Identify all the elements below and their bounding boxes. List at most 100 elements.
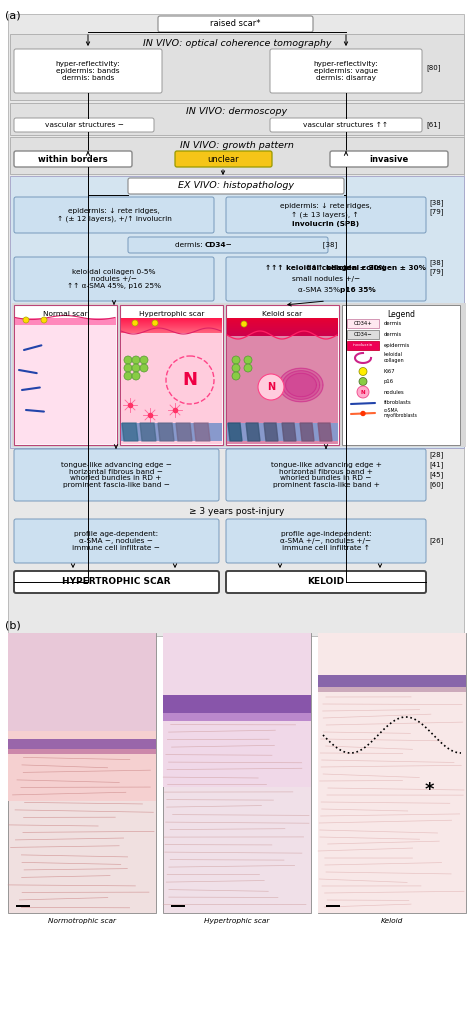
Bar [121,318,222,319]
Text: [61]: [61] [426,121,440,128]
Polygon shape [194,423,210,441]
Text: CD34−: CD34− [205,242,233,248]
Bar [227,324,338,325]
Bar [8,633,156,801]
Circle shape [41,317,47,323]
Text: N: N [361,390,365,395]
Bar [227,334,338,335]
Bar [227,320,338,321]
Text: fibroblasts: fibroblasts [384,401,412,405]
Circle shape [359,378,367,386]
Text: keloidal collagen ± 30%: keloidal collagen ± 30% [326,265,426,271]
FancyBboxPatch shape [330,152,448,167]
Circle shape [140,356,148,364]
FancyBboxPatch shape [14,257,214,301]
Bar [121,323,222,324]
Text: within borders: within borders [38,155,108,164]
Text: Keloid scar: Keloid scar [263,311,302,317]
FancyBboxPatch shape [226,519,426,563]
Circle shape [132,320,138,326]
Bar [227,322,338,323]
Text: Normal scar: Normal scar [43,311,88,317]
Polygon shape [176,423,192,441]
Bar [121,331,222,332]
Text: dermis: dermis [384,321,402,326]
Bar [8,739,156,749]
Text: α-SMA 35%, ↑: α-SMA 35%, ↑ [298,287,354,293]
Circle shape [232,364,240,372]
Text: Ki67: Ki67 [384,369,396,374]
Bar [8,633,156,913]
Text: N: N [267,382,275,392]
Circle shape [124,364,132,372]
Text: p16: p16 [384,379,394,384]
Bar [227,335,338,336]
Text: ↑ (± 13 layers), ↑: ↑ (± 13 layers), ↑ [291,212,361,218]
Text: nodules: nodules [384,390,405,395]
Bar [121,328,222,329]
Bar [163,695,311,713]
Bar [121,326,222,327]
Bar [227,327,338,328]
Text: involucrin (SPB): involucrin (SPB) [292,221,360,227]
FancyBboxPatch shape [226,449,426,501]
Bar [121,320,222,321]
Text: epidermis: ↓ rete ridges,: epidermis: ↓ rete ridges, [280,203,372,209]
Bar [227,328,338,329]
Bar [16,905,30,907]
Text: vascular structures ↑↑: vascular structures ↑↑ [303,122,389,128]
Circle shape [140,364,148,372]
Text: invasive: invasive [369,155,409,164]
Bar [121,333,222,444]
Text: vascular structures −: vascular structures − [45,122,123,128]
Circle shape [232,372,240,380]
Polygon shape [279,369,323,402]
Bar [227,330,338,331]
Text: profile age-independent:
α-SMA +/−, nodules +/−
immune cell infiltrate ↑: profile age-independent: α-SMA +/−, nodu… [281,531,372,551]
Bar [227,321,338,322]
Text: small nodules +/−: small nodules +/− [292,276,360,282]
FancyBboxPatch shape [226,197,426,233]
Bar [347,319,379,328]
Text: Hypertrophic scar: Hypertrophic scar [204,918,270,924]
Text: IN VIVO: growth pattern: IN VIVO: growth pattern [180,140,294,149]
Text: KELOID: KELOID [308,578,345,587]
Bar [10,103,464,135]
Bar [121,327,222,328]
Bar [226,305,339,445]
Text: [60]: [60] [429,482,444,489]
Text: ≥ 3 years post-injury: ≥ 3 years post-injury [189,506,285,515]
Text: EX VIVO: histopathology: EX VIVO: histopathology [178,182,294,191]
Bar [121,423,222,441]
Bar [318,675,466,687]
Text: ↑↑↑ keloidal collagen ± 30%: ↑↑↑ keloidal collagen ± 30% [265,265,386,271]
FancyBboxPatch shape [14,449,219,501]
FancyBboxPatch shape [14,118,154,132]
Bar [227,319,338,320]
Circle shape [23,317,29,323]
Text: IN VIVO: optical coherence tomography: IN VIVO: optical coherence tomography [143,38,331,47]
Circle shape [361,411,365,415]
Text: [41]: [41] [429,462,443,469]
Bar [10,176,464,448]
Text: [38]: [38] [316,241,337,248]
FancyBboxPatch shape [14,197,214,233]
FancyBboxPatch shape [128,237,328,252]
Text: (b): (b) [5,621,21,631]
Text: Normotrophic scar: Normotrophic scar [48,918,116,924]
Text: N: N [182,371,198,389]
Text: [38]: [38] [429,260,444,267]
Bar [15,325,116,444]
Circle shape [132,364,140,372]
Polygon shape [300,423,314,441]
FancyBboxPatch shape [14,152,132,167]
Text: dermis:: dermis: [175,242,205,248]
Bar [121,324,222,325]
Bar [8,633,156,731]
Text: epidermis: epidermis [384,343,410,348]
Bar [347,341,379,350]
FancyBboxPatch shape [270,118,422,132]
Circle shape [132,356,140,364]
Circle shape [152,320,158,326]
Bar [121,330,222,331]
